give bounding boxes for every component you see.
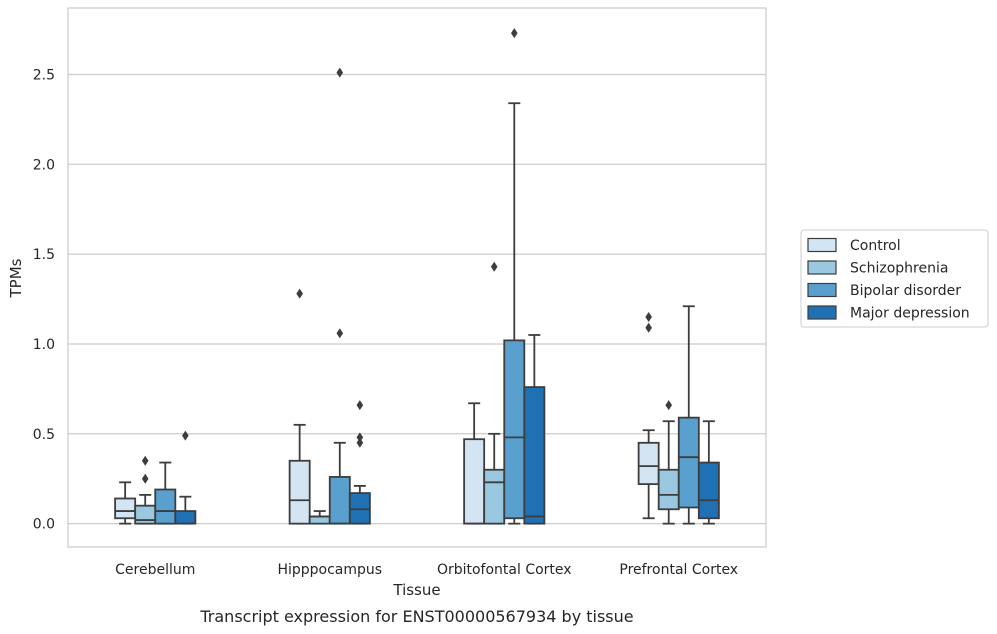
box-iqr <box>328 476 351 525</box>
box-iqr <box>463 438 486 525</box>
box-group <box>308 510 331 525</box>
outlier-point <box>336 67 344 78</box>
y-axis-label: TPMs <box>7 258 25 298</box>
box-iqr <box>483 468 506 525</box>
x-axis-ticks: Cerebellum Hipppocampus Orbitofontal Corte… <box>115 562 738 578</box>
x-tick-label: Hipppocampus <box>277 562 382 578</box>
box-group <box>328 67 351 525</box>
boxes <box>114 28 720 525</box>
legend-swatch <box>807 260 837 275</box>
outlier-point <box>356 437 364 448</box>
x-tick-label: Cerebellum <box>115 562 195 578</box>
outlier-point <box>356 432 364 443</box>
outlier-point <box>645 312 652 323</box>
y-tick-label: 1.5 <box>33 247 55 263</box>
legend-label: Major depression <box>850 306 970 322</box>
outlier-point <box>510 28 518 39</box>
legend-swatch <box>807 305 837 320</box>
box-group <box>114 481 137 525</box>
legend: Control Schizophrenia Bipolar disorder Majo… <box>800 229 989 328</box>
box-group <box>637 312 660 520</box>
outlier-point <box>490 261 498 272</box>
box-iqr <box>697 461 720 520</box>
box-iqr <box>308 515 331 525</box>
outlier-point <box>141 473 149 484</box>
chart-caption: Transcript expression for ENST0000056793… <box>199 607 633 626</box>
box-group <box>348 400 371 525</box>
legend-label: Bipolar disorder <box>850 283 961 299</box>
outlier-point <box>336 328 344 339</box>
y-tick-label: 2.5 <box>33 67 55 83</box>
box-iqr <box>657 468 680 511</box>
box-group <box>134 455 157 525</box>
y-tick-label: 0.0 <box>33 517 55 533</box>
y-tick-label: 1.0 <box>33 337 55 353</box>
box-iqr <box>174 510 197 525</box>
box-group <box>174 430 197 525</box>
box-group <box>463 402 486 525</box>
legend-frame <box>800 229 989 328</box>
plot-frame <box>67 7 767 548</box>
legend-swatch <box>807 237 837 253</box>
box-group <box>697 420 720 525</box>
box-group <box>483 261 506 525</box>
box-iqr <box>503 339 526 520</box>
gridlines <box>68 73 766 525</box>
x-tick-label: Prefrontal Cortex <box>619 562 738 578</box>
legend-swatch <box>807 282 837 298</box>
outlier-point <box>356 400 364 411</box>
outlier-point <box>182 430 189 441</box>
y-tick-label: 2.0 <box>33 157 55 173</box>
box-iqr <box>523 386 546 525</box>
box-iqr <box>288 459 311 525</box>
y-axis-ticks: 0.0 0.5 1.0 1.5 2.0 2.5 <box>33 67 55 532</box>
box-group <box>288 288 311 525</box>
box-iqr <box>114 497 137 520</box>
box-iqr <box>154 488 177 525</box>
outlier-point <box>645 322 652 333</box>
box-iqr <box>637 441 660 486</box>
x-tick-label: Orbitofontal Cortex <box>437 562 572 578</box>
box-group <box>503 28 526 525</box>
x-axis-label: Tissue <box>392 581 440 599</box>
box-group <box>523 334 546 525</box>
box-iqr <box>677 416 700 509</box>
box-group <box>657 400 680 525</box>
y-tick-label: 0.5 <box>33 427 55 443</box>
legend-label: Schizophrenia <box>850 261 948 277</box>
box-group <box>154 461 177 525</box>
legend-label: Control <box>850 238 901 254</box>
outlier-point <box>296 288 303 299</box>
outlier-point <box>665 400 673 411</box>
box-group <box>677 305 700 525</box>
outlier-point <box>141 455 149 466</box>
